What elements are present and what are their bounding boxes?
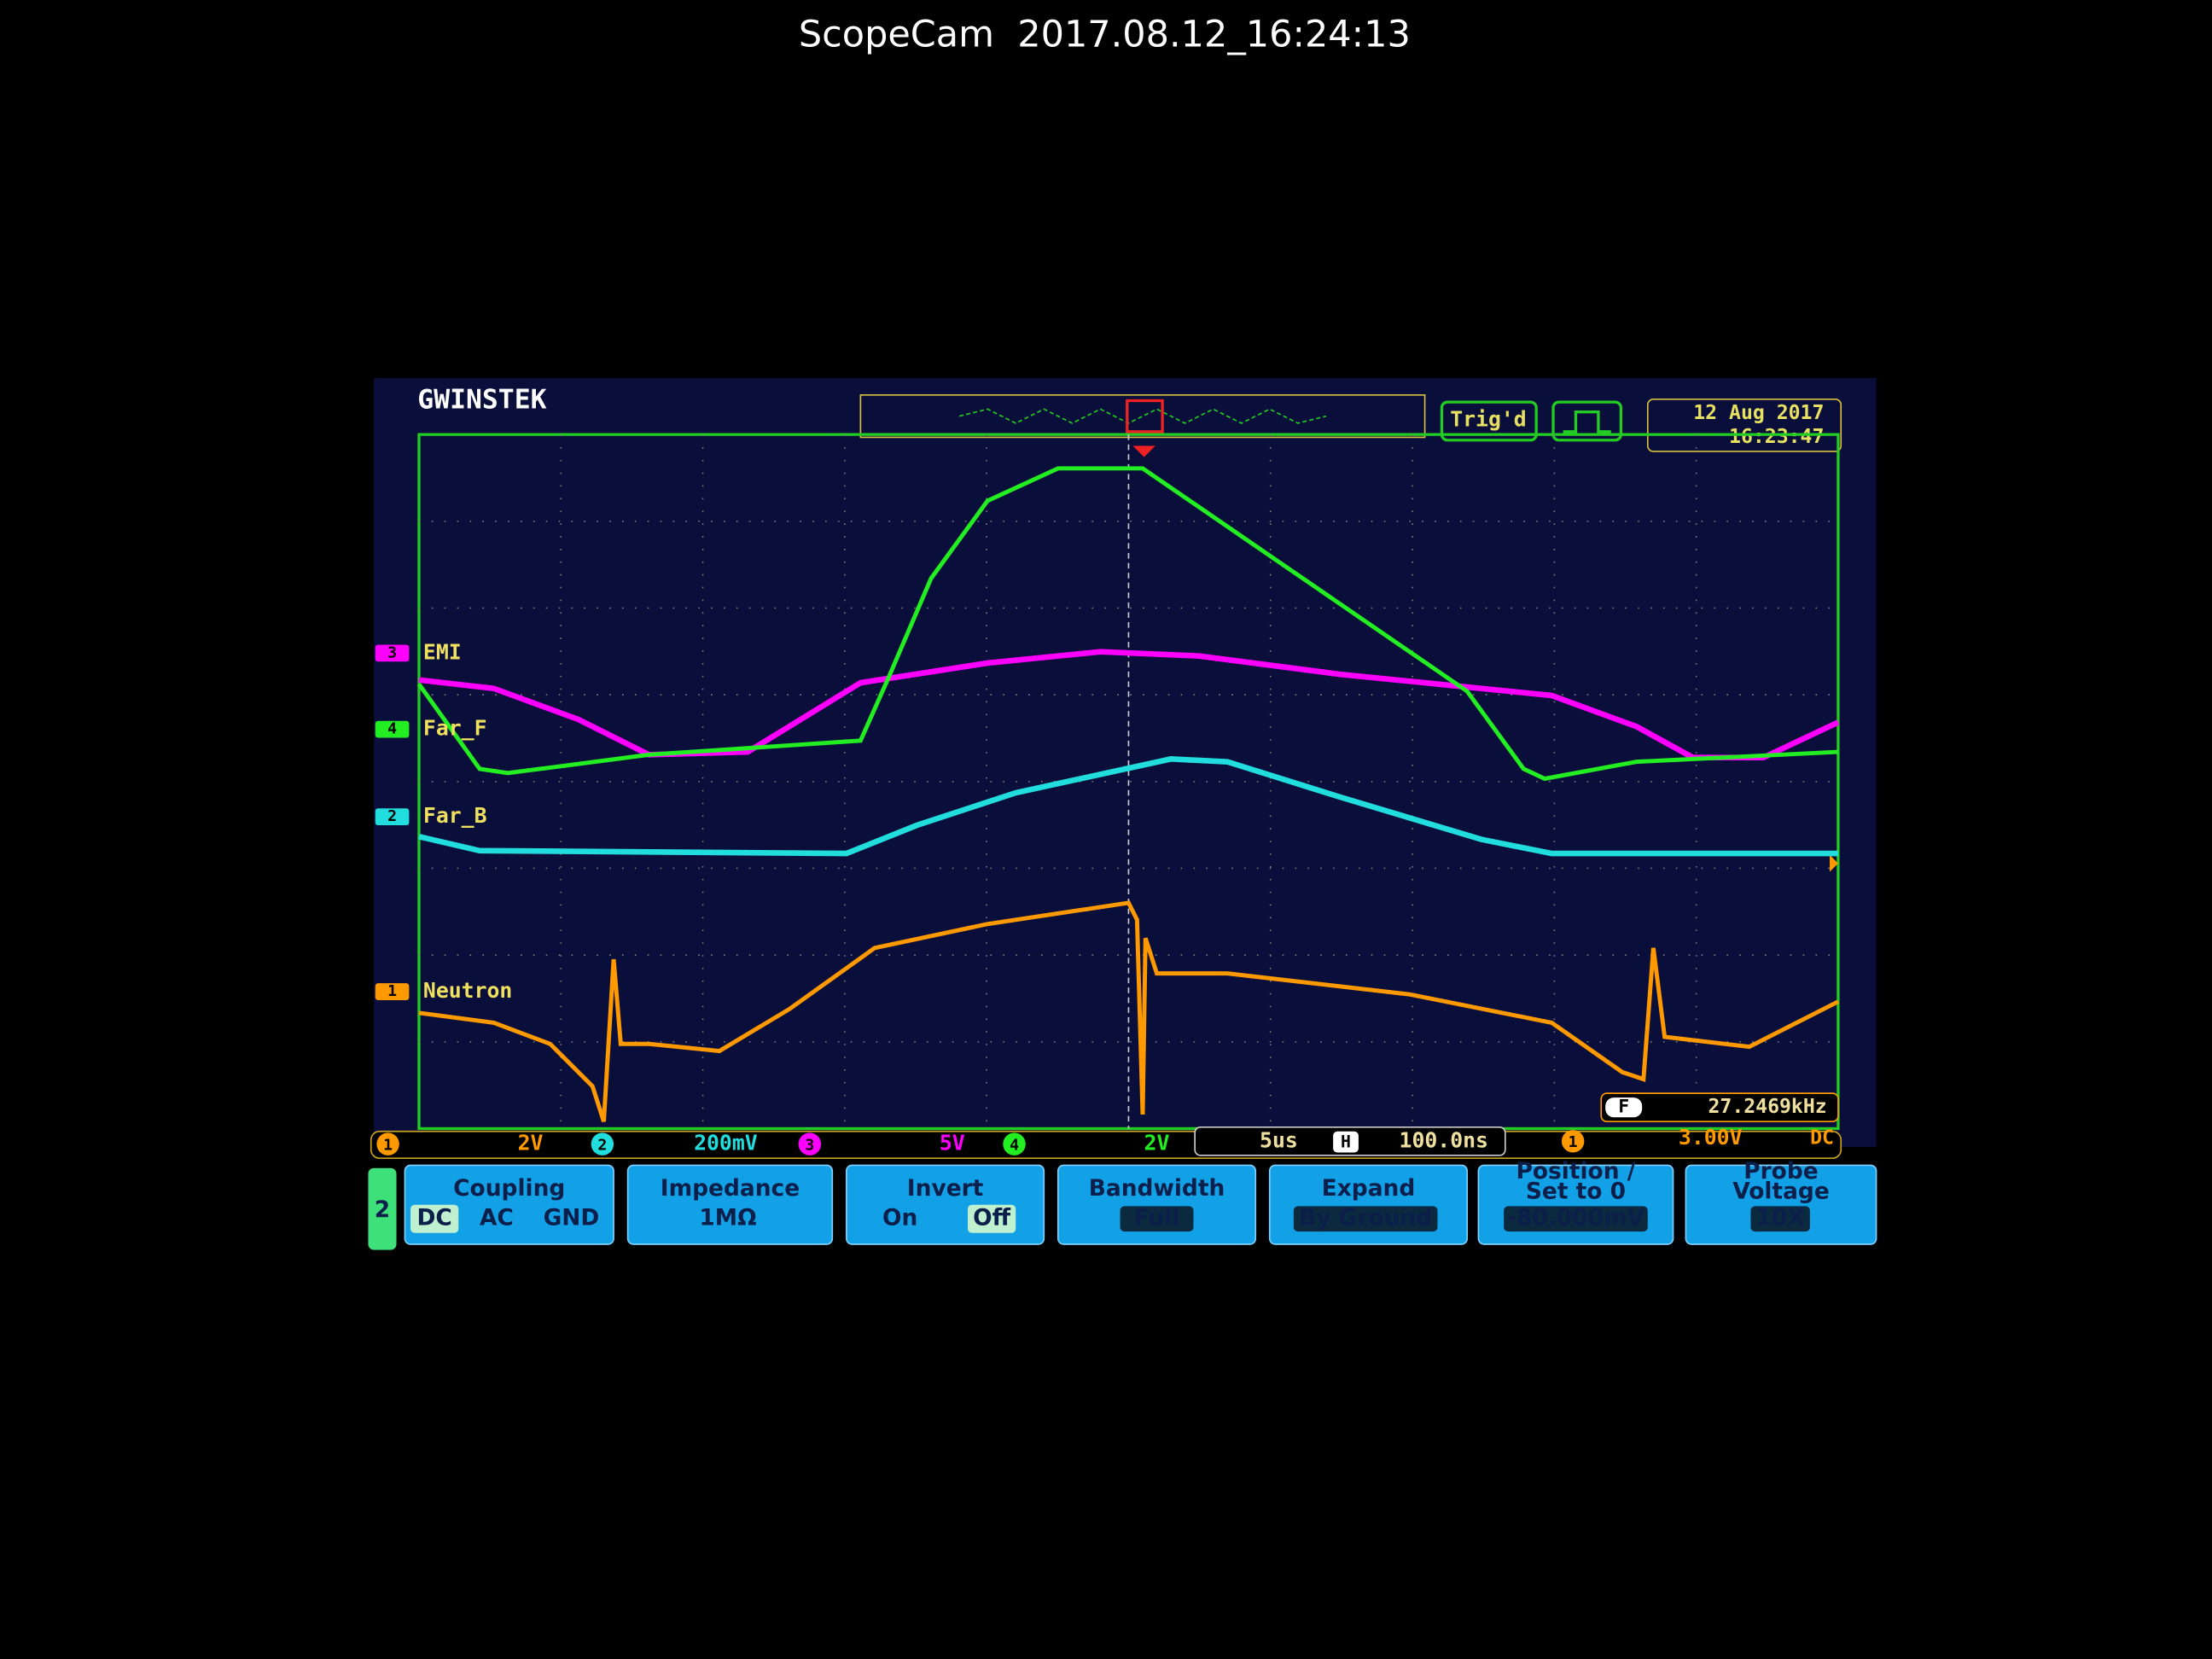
channel-icon bbox=[591, 1132, 614, 1155]
channel-number: 1 bbox=[383, 1136, 393, 1154]
menu-option: -80.000mV bbox=[1507, 1205, 1645, 1231]
value-box bbox=[1120, 1206, 1194, 1232]
trigger-level: 3.00V bbox=[1679, 1125, 1743, 1150]
menu-channel: 2 bbox=[375, 1196, 390, 1223]
menu-option: Off bbox=[973, 1205, 1010, 1231]
menu-option: AC bbox=[480, 1205, 514, 1231]
channel-icon bbox=[376, 1132, 399, 1155]
menu-option: On bbox=[882, 1205, 917, 1231]
channel-icon bbox=[1003, 1132, 1026, 1155]
channel-scale: 2V bbox=[1144, 1131, 1170, 1155]
menu-option: By Ground bbox=[1299, 1205, 1432, 1231]
frequency-badge bbox=[1605, 1097, 1643, 1118]
menu-button[interactable] bbox=[626, 1164, 834, 1245]
channel-marker bbox=[375, 808, 410, 826]
menu-option: DC bbox=[416, 1205, 451, 1231]
h-label: H bbox=[1341, 1132, 1351, 1151]
frequency-value: 27.2469kHz bbox=[1708, 1096, 1826, 1118]
menu-button[interactable] bbox=[1685, 1164, 1877, 1245]
frequency-box bbox=[1600, 1092, 1839, 1123]
trace-emi bbox=[418, 649, 1840, 760]
trigger-status: Trig'd bbox=[1450, 407, 1527, 432]
value-box bbox=[1750, 1206, 1810, 1232]
menu-title: Voltage bbox=[1732, 1178, 1830, 1204]
timebase: 5us bbox=[1260, 1127, 1298, 1152]
graticule bbox=[417, 433, 1840, 1131]
option-highlight bbox=[410, 1204, 459, 1233]
menu-title: Set to 0 bbox=[1526, 1178, 1626, 1204]
channel-label: EMI bbox=[423, 639, 462, 664]
menu-title: Bandwidth bbox=[1089, 1175, 1225, 1202]
menu-title: Probe bbox=[1743, 1158, 1818, 1185]
trigger-type-box bbox=[1551, 400, 1623, 442]
trace-far-b bbox=[418, 756, 1838, 857]
camera-title: ScopeCam 2017.08.12_16:24:13 bbox=[799, 13, 1411, 55]
channel-number: 2 bbox=[597, 1136, 607, 1154]
menu-option: 1MΩ bbox=[699, 1205, 756, 1231]
channel-number: 3 bbox=[805, 1136, 814, 1154]
menu-option: GND bbox=[544, 1205, 600, 1231]
trigger-coupling: DC bbox=[1810, 1127, 1834, 1150]
menu-title: Expand bbox=[1322, 1175, 1416, 1202]
trig-box bbox=[1440, 400, 1538, 442]
channel-number: 1 bbox=[387, 982, 397, 1000]
time: 16:23:47 bbox=[1729, 426, 1824, 448]
overview-wave bbox=[958, 408, 1327, 424]
channel-scale: 5V bbox=[940, 1131, 965, 1155]
trigger-source-icon bbox=[1561, 1130, 1585, 1153]
pulse-icon bbox=[1563, 410, 1611, 434]
channel-number: 2 bbox=[387, 807, 397, 825]
channel-marker bbox=[375, 720, 410, 738]
overview-window bbox=[1126, 399, 1164, 434]
channel-scale: 2V bbox=[518, 1131, 544, 1155]
menu-button[interactable] bbox=[1057, 1164, 1257, 1245]
channel-number: 4 bbox=[1010, 1136, 1019, 1154]
trace-neutron bbox=[418, 900, 1840, 1122]
channel-number: 4 bbox=[387, 720, 397, 738]
menu-title: Impedance bbox=[661, 1175, 800, 1202]
channel-number: 3 bbox=[387, 643, 397, 661]
menu-option: Full bbox=[1134, 1205, 1180, 1231]
brand: GWINSTEK bbox=[417, 384, 546, 415]
channel-label: Far_F bbox=[423, 716, 487, 741]
trace-far-f bbox=[416, 466, 1839, 782]
trigger-marker bbox=[1132, 445, 1155, 457]
channel-marker bbox=[375, 644, 410, 662]
date-box bbox=[1646, 398, 1842, 452]
menu-title: Position / bbox=[1516, 1158, 1636, 1185]
channel-label: Neutron bbox=[423, 978, 512, 1003]
channel-label: Far_B bbox=[423, 803, 487, 828]
trigger-level-marker bbox=[1830, 854, 1838, 872]
option-highlight bbox=[968, 1204, 1016, 1233]
channel-marker bbox=[375, 983, 410, 1001]
date: 12 Aug 2017 bbox=[1693, 402, 1824, 424]
overview-box bbox=[859, 394, 1426, 439]
channel-scale: 200mV bbox=[694, 1131, 758, 1155]
trigger-source: 1 bbox=[1569, 1133, 1578, 1151]
value-box bbox=[1504, 1206, 1648, 1232]
value-box bbox=[1293, 1206, 1438, 1232]
horizontal-position: 100.0ns bbox=[1400, 1127, 1488, 1152]
menu-channel-tab bbox=[368, 1167, 397, 1250]
menu-option: 10X bbox=[1756, 1205, 1805, 1231]
menu-title: Invert bbox=[907, 1175, 984, 1202]
frequency-label: F bbox=[1618, 1097, 1629, 1118]
h-badge bbox=[1333, 1131, 1359, 1153]
channel-icon bbox=[798, 1132, 822, 1155]
menu-title: Coupling bbox=[453, 1175, 565, 1202]
